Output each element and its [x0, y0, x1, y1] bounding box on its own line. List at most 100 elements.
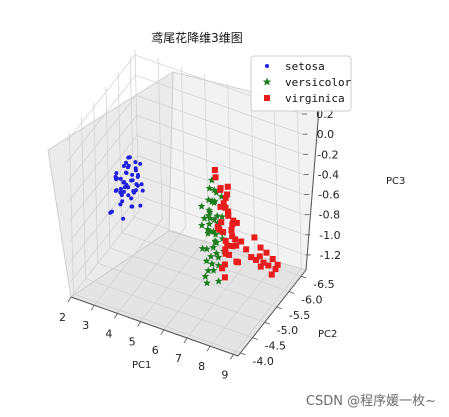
point-setosa [121, 180, 126, 185]
point-virginica [222, 194, 229, 201]
z-tick-label: 0.0 [317, 128, 335, 141]
point-virginica [224, 183, 231, 190]
y-tick-label: -6.0 [301, 294, 322, 307]
point-virginica [224, 242, 231, 249]
chart-title: 鸢尾花降维3维图 [151, 30, 243, 45]
point-virginica [235, 259, 242, 266]
point-versicolor [205, 184, 214, 192]
point-virginica [269, 255, 276, 262]
y-axis-line [237, 269, 307, 357]
point-setosa [124, 160, 129, 165]
point-setosa [120, 199, 125, 204]
point-versicolor [204, 266, 212, 274]
point-versicolor [209, 243, 218, 251]
grid-line-z-back [136, 94, 304, 155]
point-setosa [118, 176, 123, 181]
y-tick-mark [300, 275, 307, 279]
z-axis-label: PC3 [386, 176, 405, 187]
point-setosa [139, 182, 144, 187]
point-setosa [121, 164, 126, 169]
x-tick-label: 8 [198, 360, 205, 373]
z-axis-line [305, 108, 320, 271]
point-versicolor [218, 234, 227, 243]
grid-line-x-floor [186, 251, 256, 339]
point-virginica [211, 166, 218, 173]
point-versicolor [197, 202, 206, 210]
point-setosa [130, 172, 135, 177]
point-setosa [118, 190, 123, 195]
point-setosa [114, 171, 119, 176]
point-virginica [220, 228, 227, 235]
point-virginica [229, 221, 236, 228]
grid-line-y-floor [97, 262, 265, 323]
point-virginica [230, 217, 237, 224]
point-setosa [140, 188, 145, 193]
grid-line-y-floor [73, 293, 241, 354]
y-tick-mark [288, 291, 295, 294]
point-virginica [222, 246, 229, 253]
point-setosa [138, 161, 143, 166]
point-virginica [222, 204, 229, 211]
grid-line-x-back [181, 66, 186, 228]
point-virginica [224, 191, 231, 198]
point-versicolor [203, 245, 211, 253]
grid-line-z-back [137, 135, 305, 195]
point-setosa [133, 160, 138, 165]
point-versicolor [208, 176, 216, 184]
x-tick-label: 9 [221, 368, 228, 381]
y-tick-label: -5.5 [289, 309, 310, 322]
grid-line-y-left [81, 117, 86, 279]
legend-setosa-marker [265, 64, 269, 68]
x-tick-label: 2 [59, 311, 66, 324]
point-virginica [233, 219, 240, 226]
point-versicolor [213, 211, 221, 220]
point-virginica [218, 219, 225, 226]
point-setosa [122, 185, 127, 190]
point-versicolor [198, 221, 206, 229]
x-tick-mark [160, 329, 165, 335]
point-virginica [263, 249, 270, 256]
grid-line-z-left [68, 115, 137, 202]
y-tick-mark [264, 321, 270, 325]
point-setosa [118, 186, 123, 191]
point-setosa [134, 182, 139, 187]
point-versicolor [214, 277, 223, 285]
point-virginica [216, 226, 223, 233]
point-virginica [257, 263, 264, 270]
point-versicolor [212, 238, 221, 246]
legend-virginica-label: virginica [285, 92, 345, 105]
point-virginica [274, 261, 281, 268]
grid-line-y-left [69, 132, 74, 294]
x-tick-label: 7 [175, 352, 182, 365]
grid-line-z-left [70, 195, 139, 283]
y-tick-label: -6.5 [313, 278, 334, 291]
grid-line-x-floor [233, 268, 302, 355]
point-versicolor [200, 214, 209, 222]
grid-line-y-left [105, 86, 111, 248]
point-virginica [272, 266, 279, 273]
point-setosa [113, 177, 118, 182]
point-setosa [124, 171, 129, 176]
grid-line-x-floor [117, 227, 186, 314]
grid-line-z-left [67, 74, 136, 162]
x-tick-label: 5 [129, 336, 136, 349]
z-tick-label: -1.0 [319, 229, 340, 242]
point-virginica [233, 242, 240, 249]
x-tick-mark [114, 313, 118, 319]
grid-line-z-left [67, 95, 137, 182]
x-tick-mark [230, 354, 234, 360]
y-axis-label: PC2 [318, 329, 337, 340]
legend-versicolor-marker [262, 77, 272, 86]
point-setosa [126, 155, 131, 160]
legend-virginica-marker [264, 95, 270, 101]
point-virginica [265, 262, 272, 269]
grid-line-z-left [69, 175, 139, 262]
point-virginica [225, 212, 232, 219]
watermark: CSDN @程序媛一枚~ [306, 394, 436, 409]
point-versicolor [209, 266, 218, 274]
x-tick-label: 4 [105, 327, 112, 340]
point-virginica [226, 251, 233, 258]
z-tick-label: -0.6 [318, 189, 339, 202]
grid-line-x-back [273, 99, 279, 261]
z-tick-label: -1.2 [320, 249, 341, 262]
